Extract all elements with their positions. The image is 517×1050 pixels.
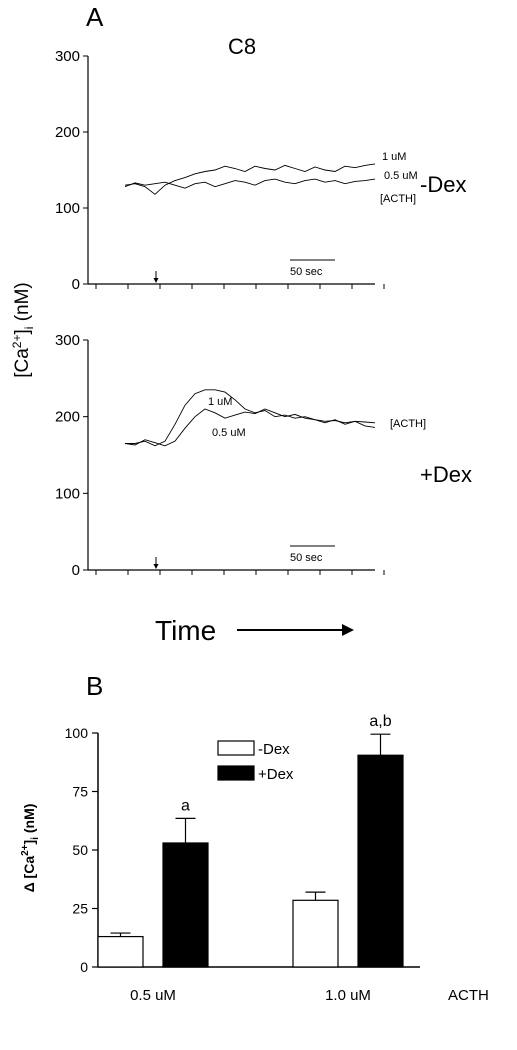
trace-label: 1 uM: [382, 151, 406, 163]
b-y-tick-label: 50: [72, 842, 88, 858]
plot-a-bottom: 0 100 200 300 50 sec 1 uM 0.5 uM [ACTH]: [55, 332, 426, 579]
bar-minus-dex: [292, 899, 339, 968]
bar-plus-dex: [357, 754, 404, 968]
y-tick-label: 200: [55, 409, 80, 426]
dex-label-bottom: +Dex: [420, 462, 472, 487]
ylabel-base: [Ca: [12, 348, 33, 378]
bar-minus-dex: [97, 935, 144, 968]
b-ylabel-close: ]: [21, 840, 37, 845]
panel-a-letter: A: [86, 2, 104, 32]
y-tick-label: 200: [55, 124, 80, 141]
b-ylabel-sup: 2+: [20, 844, 31, 856]
y-tick-label: 300: [55, 48, 80, 65]
acth-legend-title: [ACTH]: [380, 193, 416, 205]
trace-label: 1 uM: [208, 396, 232, 408]
ylabel-sub: i: [22, 327, 36, 330]
bar-plus-dex: [162, 842, 209, 968]
y-tick-label: 100: [55, 200, 80, 217]
scale-bar-label: 50 sec: [290, 266, 323, 278]
b-category-label: 0.5 uM: [130, 987, 176, 1004]
time-arrow-head: [342, 624, 354, 636]
acth-legend-title: [ACTH]: [390, 418, 426, 430]
b-ylabel-prefix: Δ [Ca: [21, 856, 37, 893]
b-ylabel-sub: i: [30, 837, 41, 840]
legend-swatch: [217, 765, 255, 781]
trace-1uM: [124, 163, 376, 195]
stimulus-arrow-head: [153, 564, 159, 569]
scale-bar-label: 50 sec: [290, 552, 323, 564]
dex-label-top: -Dex: [420, 172, 466, 197]
y-tick-label: 100: [55, 485, 80, 502]
ylabel-sup: 2+: [10, 335, 24, 349]
b-category-label: 1.0 uM: [325, 987, 371, 1004]
trace-1uM: [125, 389, 376, 447]
b-xaxis-suffix: ACTH: [448, 987, 489, 1004]
legend-label: -Dex: [258, 741, 290, 758]
panel-a-title: C8: [228, 34, 256, 59]
plot-a-top: 0 100 200 300 50 sec 1 uM 0.5 uM [ACTH]: [55, 48, 418, 293]
panel-b-ylabel: Δ [Ca2+]i (nM): [20, 804, 41, 893]
b-ylabel-unit: (nM): [21, 804, 37, 837]
plot-b: 0 25 50 75 100 0.5 uM a 1.0 uM a,b -Dex +Dex: [65, 713, 420, 1004]
b-y-tick-label: 25: [72, 901, 88, 917]
ylabel-unit: (nM): [12, 282, 33, 326]
time-label: Time: [155, 615, 216, 646]
significance-label: a: [181, 797, 190, 814]
y-tick-label: 300: [55, 332, 80, 349]
ylabel-close: ]: [12, 329, 33, 334]
trace-05uM: [124, 178, 376, 189]
panel-a-ylabel: [Ca2+]i (nM): [10, 282, 36, 378]
significance-label: a,b: [369, 713, 391, 730]
trace-05uM: [124, 408, 376, 447]
trace-label: 0.5 uM: [212, 427, 246, 439]
y-tick-label: 0: [72, 276, 80, 293]
b-y-tick-label: 0: [80, 959, 88, 975]
b-y-tick-label: 75: [72, 784, 88, 800]
stimulus-arrow-head: [153, 278, 159, 283]
legend-swatch: [217, 740, 255, 756]
b-y-tick-label: 100: [65, 725, 89, 741]
panel-b-letter: B: [86, 671, 103, 701]
y-tick-label: 0: [72, 562, 80, 579]
legend-label: +Dex: [258, 766, 294, 783]
trace-label: 0.5 uM: [384, 170, 418, 182]
